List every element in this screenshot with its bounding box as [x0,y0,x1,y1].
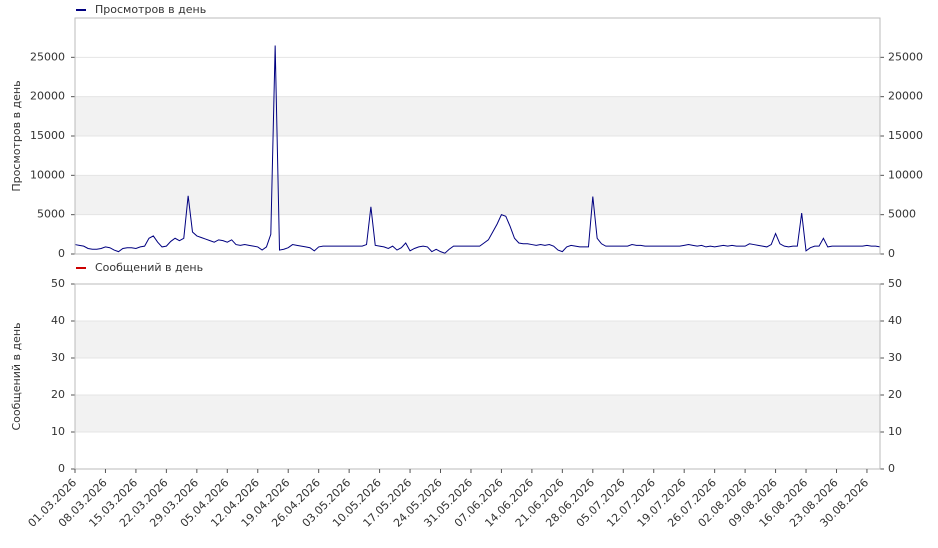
y-tick-label: 15000 [30,129,65,142]
plot-frame [74,283,881,470]
y-tick-label: 40 [51,314,65,327]
y-tick-label: 30 [51,351,65,364]
y2-tick-label: 0 [888,462,895,475]
grid-band [75,321,880,358]
plot-frame [74,17,881,255]
y-tick-label: 50 [51,277,65,290]
y2-tick-label: 30 [888,351,902,364]
y2-tick-label: 10 [888,425,902,438]
y2-tick-label: 10000 [888,168,923,181]
series-line [74,45,881,254]
y-tick-label: 10000 [30,168,65,181]
grid-band [75,175,880,215]
y2-tick-label: 15000 [888,129,923,142]
y-axis-title: Просмотров в день [10,80,23,191]
y-axis-title: Сообщений в день [10,322,23,430]
y2-tick-label: 20000 [888,90,923,103]
legend-label: Сообщений в день [95,261,203,274]
y-tick-label: 10 [51,425,65,438]
y2-tick-label: 20 [888,388,902,401]
y2-tick-label: 50 [888,277,902,290]
plot-area [75,284,880,469]
y-tick-label: 5000 [37,208,65,221]
y2-tick-label: 40 [888,314,902,327]
y-tick-label: 0 [58,462,65,475]
y-tick-label: 25000 [30,50,65,63]
y-tick-label: 20000 [30,90,65,103]
y-tick-label: 0 [58,247,65,260]
grid-band [75,395,880,432]
y-tick-label: 20 [51,388,65,401]
y2-tick-label: 25000 [888,50,923,63]
y2-tick-label: 5000 [888,208,916,221]
legend-label: Просмотров в день [95,3,206,16]
grid-band [75,96,880,136]
y2-tick-label: 0 [888,247,895,260]
